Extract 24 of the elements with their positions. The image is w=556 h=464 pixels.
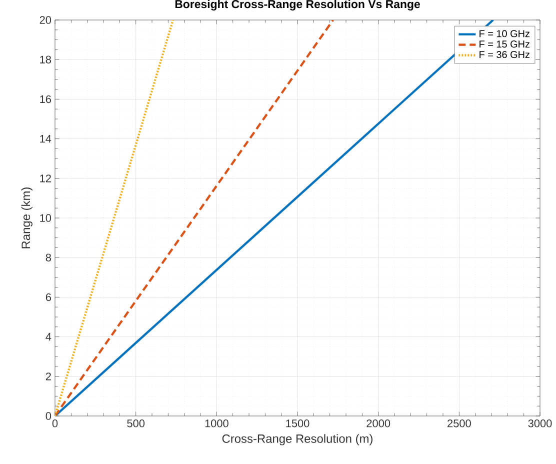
x-tick-label: 1000 [205,420,228,428]
y-tick-label: 18 [40,56,51,64]
y-tick-label: 12 [40,174,51,182]
x-tick-label: 3000 [528,420,552,428]
x-axis-title: Cross-Range Resolution (m) [222,434,372,446]
y-tick-label: 20 [40,16,52,24]
y-tick-label: 2 [46,372,51,380]
y-tick-label: 14 [40,135,52,143]
legend-label: F = 10 GHz [480,30,530,38]
y-tick-label: 8 [46,254,51,262]
x-tick-label: 1500 [286,420,310,428]
y-tick-label: 10 [40,214,52,222]
x-tick-label: 2000 [366,420,390,428]
legend-label: F = 36 GHz [480,51,530,58]
y-tick-label: 0 [46,412,52,420]
x-tick-label: 2500 [448,420,471,428]
x-tick-label: 0 [52,420,58,428]
y-tick-label: 16 [40,95,51,104]
x-tick-label: 500 [127,420,145,428]
y-axis-title: Range (km) [21,188,32,248]
chart-title: Boresight Cross-Range Resolution Vs Range [175,0,420,10]
y-tick-label: 6 [46,293,51,302]
y-tick-label: 4 [46,333,52,341]
legend-label: F = 15 GHz [480,40,530,48]
